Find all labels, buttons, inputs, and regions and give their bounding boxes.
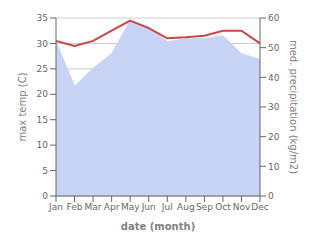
- svg-text:Apr: Apr: [104, 202, 120, 212]
- svg-text:0: 0: [42, 191, 48, 201]
- svg-text:Mar: Mar: [85, 202, 102, 212]
- svg-text:Jun: Jun: [141, 202, 156, 212]
- svg-text:Dec: Dec: [251, 202, 268, 212]
- svg-text:Feb: Feb: [67, 202, 83, 212]
- svg-text:10: 10: [37, 140, 49, 150]
- svg-text:5: 5: [42, 166, 48, 176]
- svg-text:25: 25: [37, 64, 48, 74]
- svg-text:Jan: Jan: [48, 202, 63, 212]
- svg-text:20: 20: [268, 132, 280, 142]
- svg-text:date (month): date (month): [121, 221, 195, 232]
- svg-text:20: 20: [37, 89, 49, 99]
- svg-text:35: 35: [37, 13, 48, 23]
- svg-text:max temp (C): max temp (C): [17, 72, 28, 141]
- svg-text:Aug: Aug: [177, 202, 195, 212]
- svg-text:30: 30: [37, 39, 49, 49]
- svg-text:50: 50: [268, 43, 280, 53]
- svg-text:Oct: Oct: [215, 202, 231, 212]
- svg-text:40: 40: [268, 73, 280, 83]
- svg-text:15: 15: [37, 115, 48, 125]
- svg-text:60: 60: [268, 13, 280, 23]
- svg-text:Jul: Jul: [161, 202, 173, 212]
- svg-text:0: 0: [268, 191, 274, 201]
- svg-text:May: May: [121, 202, 140, 212]
- svg-text:med. precipitation (kg/m2): med. precipitation (kg/m2): [288, 40, 299, 174]
- svg-text:30: 30: [268, 102, 280, 112]
- svg-text:Nov: Nov: [233, 202, 251, 212]
- svg-text:10: 10: [268, 162, 280, 172]
- svg-text:Sep: Sep: [196, 202, 213, 212]
